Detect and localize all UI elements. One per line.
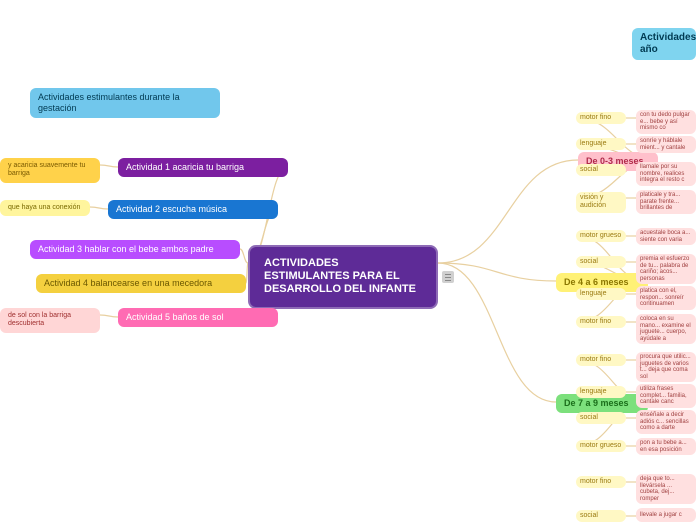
activity-5[interactable]: Actividad 5 baños de sol: [118, 308, 278, 327]
age-0-sub-0-text[interactable]: con tu dedo pulgar e... bebe y así mismo…: [636, 110, 696, 134]
age-1-sub-2-key[interactable]: lenguaje: [576, 288, 626, 300]
activity-1-sub[interactable]: y acaricia suavemente tu barriga: [0, 158, 100, 183]
age-1-sub-0-key[interactable]: motor grueso: [576, 230, 626, 242]
age-2-sub-1-key[interactable]: lenguaje: [576, 386, 626, 398]
age-0-sub-2-key[interactable]: social: [576, 164, 626, 176]
age-2-sub-1-text[interactable]: utiliza frases complet... familia, canta…: [636, 384, 696, 408]
age-2-sub-2-key[interactable]: social: [576, 412, 626, 424]
age-2-sub-0-text[interactable]: procura que utilic... juguetes de varios…: [636, 352, 696, 382]
age-0-sub-3-key[interactable]: visión y audición: [576, 192, 626, 213]
age-1-sub-1-key[interactable]: social: [576, 256, 626, 268]
age-0-sub-2-text[interactable]: llamale por su nombre, realices integra …: [636, 162, 696, 186]
age-1-sub-0-text[interactable]: acuestale boca a... siente con varia: [636, 228, 696, 245]
age-1-sub-1-text[interactable]: premia el esfuerzo de tu... palabra de c…: [636, 254, 696, 284]
activity-2-sub[interactable]: que haya una conexión: [0, 200, 90, 216]
age-3-sub-0-key[interactable]: motor fino: [576, 476, 626, 488]
age-2-sub-3-key[interactable]: motor grueso: [576, 440, 626, 452]
age-3-sub-1-key[interactable]: social: [576, 510, 626, 522]
age-0-sub-0-key[interactable]: motor fino: [576, 112, 626, 124]
age-3-sub-0-text[interactable]: deja que to... llevársela ... cubeta, de…: [636, 474, 696, 504]
age-2-sub-3-text[interactable]: pon a tu bebe a... en esa posición: [636, 438, 696, 455]
activity-4[interactable]: Actividad 4 balancearse en una mecedora: [36, 274, 246, 293]
age-1-sub-3-key[interactable]: motor fino: [576, 316, 626, 328]
age-0-sub-1-key[interactable]: lenguaje: [576, 138, 626, 150]
age-2-sub-2-text[interactable]: enséñale a decir adiós c... sencillas co…: [636, 410, 696, 434]
activity-2[interactable]: Actividad 2 escucha música: [108, 200, 278, 219]
central-topic[interactable]: ACTIVIDADES ESTIMULANTES PARA EL DESARRO…: [248, 245, 438, 309]
age-0-sub-1-text[interactable]: sonríe y háblale mient... y cantale: [636, 136, 696, 153]
age-0-sub-3-text[interactable]: platicale y tra... parate frente... bril…: [636, 190, 696, 214]
activity-1[interactable]: Actividad 1 acaricia tu barriga: [118, 158, 288, 177]
activity-5-sub[interactable]: de sol con la barriga descubierta: [0, 308, 100, 333]
node-actividades-ano[interactable]: Actividades año: [632, 28, 696, 60]
age-1-sub-3-text[interactable]: coloca en su mano... examine el juguete.…: [636, 314, 696, 344]
note-icon[interactable]: [442, 271, 454, 283]
age-2-sub-0-key[interactable]: motor fino: [576, 354, 626, 366]
node-gestation[interactable]: Actividades estimulantes durante la gest…: [30, 88, 220, 118]
activity-3[interactable]: Actividad 3 hablar con el bebe ambos pad…: [30, 240, 240, 259]
age-1-sub-2-text[interactable]: platica con el, respon... sonreír contin…: [636, 286, 696, 310]
